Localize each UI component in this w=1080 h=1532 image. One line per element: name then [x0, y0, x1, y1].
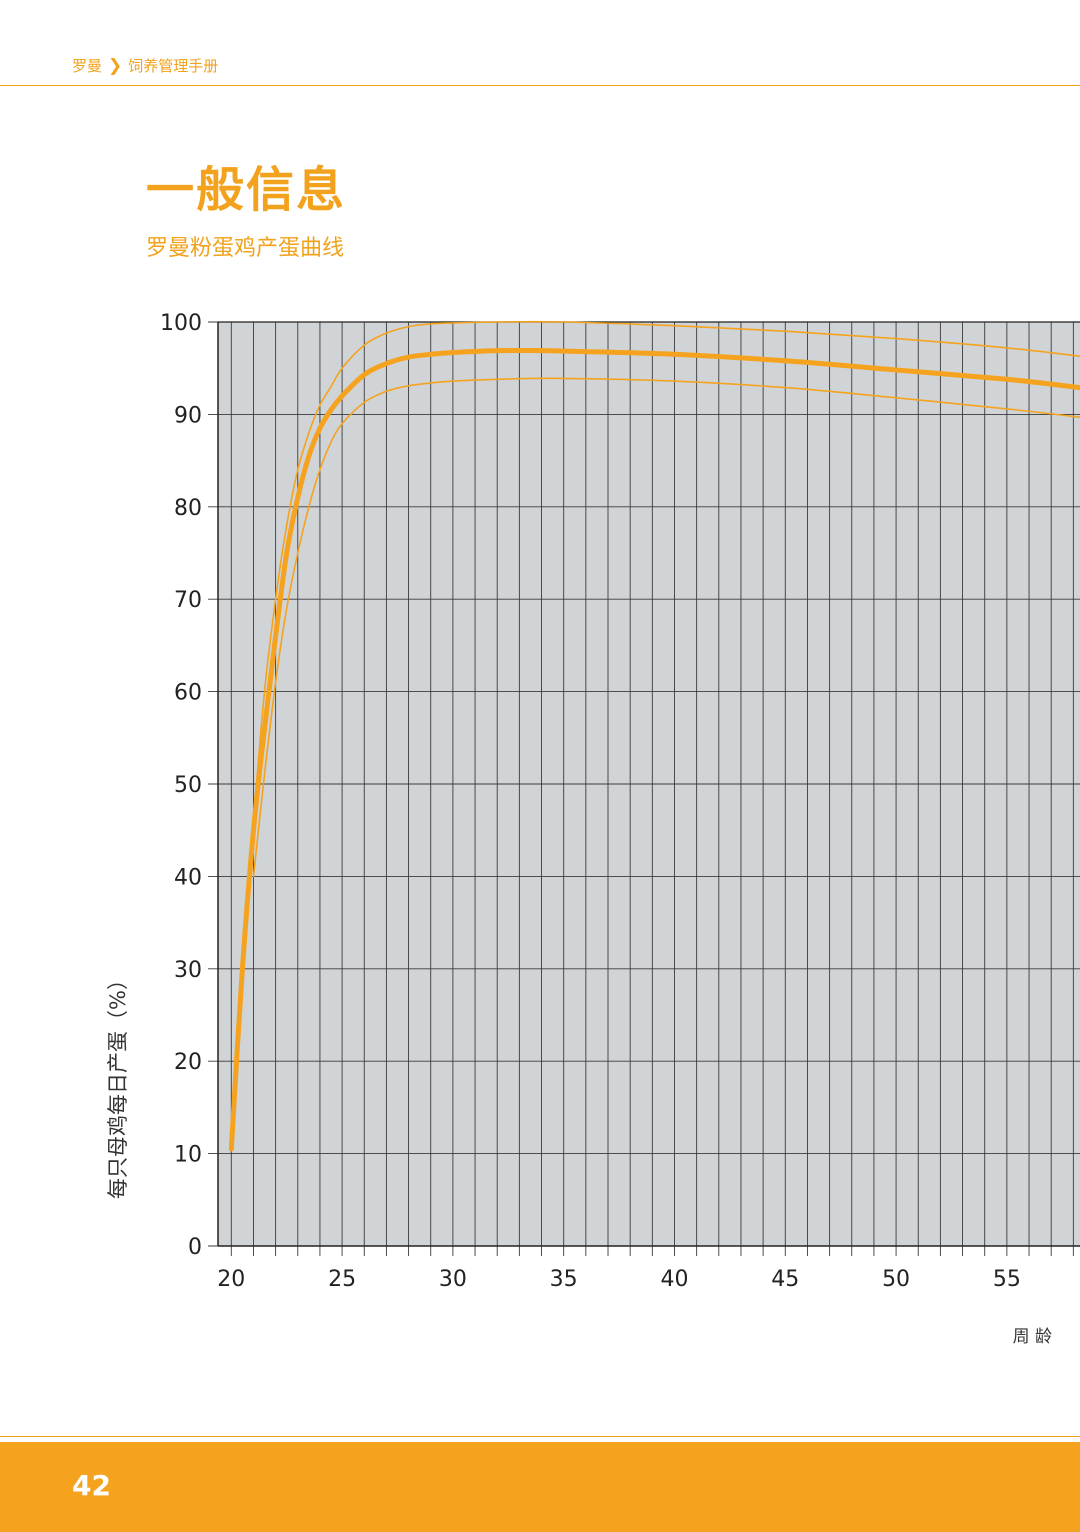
x-tick-label: 55 — [993, 1267, 1021, 1292]
y-tick-label: 20 — [174, 1050, 202, 1075]
y-axis-label: 每只母鸡每日产蛋（%） — [106, 969, 130, 1199]
x-tick-label: 30 — [439, 1267, 467, 1292]
x-tick-label: 20 — [217, 1267, 245, 1292]
y-tick-label: 80 — [174, 496, 202, 521]
x-tick-label: 45 — [771, 1267, 799, 1292]
y-tick-label: 70 — [174, 588, 202, 613]
y-tick-label: 60 — [174, 681, 202, 706]
x-tick-label: 25 — [328, 1267, 356, 1292]
x-tick-label: 50 — [882, 1267, 910, 1292]
chart-title: 罗曼粉蛋鸡产蛋曲线 — [146, 236, 345, 261]
series-line-upper — [252, 320, 1080, 822]
breadcrumb: 罗曼 ❯ 饲养管理手册 — [72, 55, 218, 76]
chevron-right-icon: ❯ — [108, 55, 123, 76]
series-line-lower — [252, 377, 1080, 878]
header-divider — [0, 85, 1080, 86]
footer-divider — [0, 1436, 1080, 1437]
y-tick-label: 40 — [174, 865, 202, 890]
production-chart: 0 10 20 30 40 50 60 70 80 90 100 20 25 30 35 40 45 50 55 每… — [106, 311, 1080, 1347]
y-tick-label: 10 — [174, 1143, 202, 1168]
footer-bar: 42 — [0, 1442, 1080, 1532]
y-tick-label: 100 — [160, 311, 202, 336]
x-tick-label: 35 — [550, 1267, 578, 1292]
y-tick-label: 30 — [174, 958, 202, 983]
x-axis-label: 周 龄 — [1013, 1327, 1052, 1347]
series-line-standard — [228, 347, 1080, 1152]
y-tick-label: 90 — [174, 403, 202, 428]
y-tick-label: 0 — [188, 1235, 202, 1260]
x-tick-label: 40 — [660, 1267, 688, 1292]
breadcrumb-brand: 罗曼 — [72, 57, 103, 75]
breadcrumb-section: 饲养管理手册 — [128, 57, 219, 75]
y-tick-label: 50 — [174, 773, 202, 798]
page-title: 一般信息 — [146, 162, 347, 218]
page-number: 42 — [72, 1469, 111, 1502]
